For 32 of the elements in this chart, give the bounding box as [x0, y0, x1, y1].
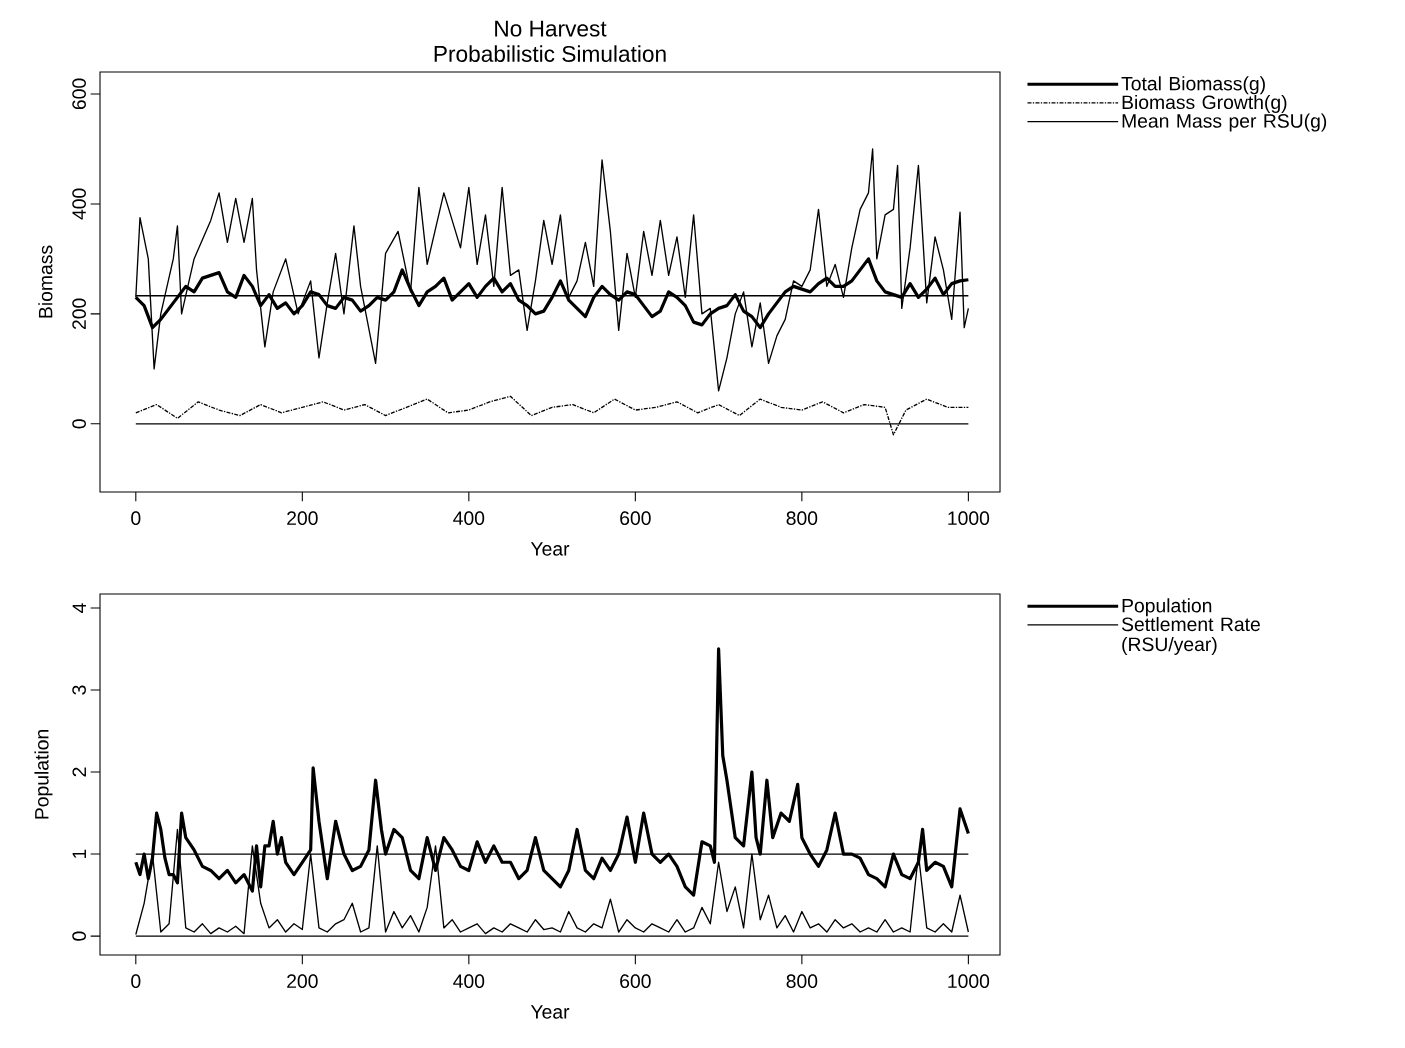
y-tick-label: 200: [72, 298, 86, 330]
legend-label: Biomass Growth(g): [1122, 94, 1287, 113]
y-axis-title: Biomass: [38, 245, 53, 318]
legend-label: Total Biomass(g): [1121, 76, 1265, 95]
legend-label: Settlement Rate (RSU/year): [1121, 616, 1260, 655]
x-tick-label: 200: [287, 974, 318, 989]
y-tick-label: 0: [72, 419, 86, 429]
y-tick-label: 600: [72, 78, 86, 110]
y-tick-label: 1: [72, 849, 86, 858]
x-tick-label: 1000: [948, 974, 990, 989]
y-axis-title: Population: [34, 730, 53, 819]
x-tick-label: 0: [131, 511, 141, 526]
x-tick-label: 800: [786, 974, 818, 989]
x-tick-label: 200: [287, 511, 318, 526]
y-tick-label: 4: [72, 603, 86, 613]
chart-subtitle: Probabilistic Simulation: [434, 45, 666, 62]
x-tick-label: 600: [620, 511, 651, 526]
x-tick-label: 1000: [948, 511, 990, 526]
x-axis-title: Year: [530, 542, 570, 556]
chart-title: No Harvest: [495, 20, 607, 37]
x-tick-label: 800: [786, 511, 818, 526]
y-tick-label: 3: [72, 685, 86, 695]
legend-label: Population: [1122, 598, 1212, 617]
x-tick-label: 400: [453, 511, 485, 526]
x-tick-label: 400: [453, 974, 485, 989]
x-tick-label: 0: [131, 974, 141, 989]
y-tick-label: 2: [72, 767, 86, 777]
x-axis-title: Year: [530, 1005, 570, 1019]
x-tick-label: 600: [620, 974, 651, 989]
y-tick-label: 400: [72, 188, 86, 220]
y-tick-label: 0: [72, 931, 86, 941]
legend-label: Mean Mass per RSU(g): [1122, 113, 1327, 132]
